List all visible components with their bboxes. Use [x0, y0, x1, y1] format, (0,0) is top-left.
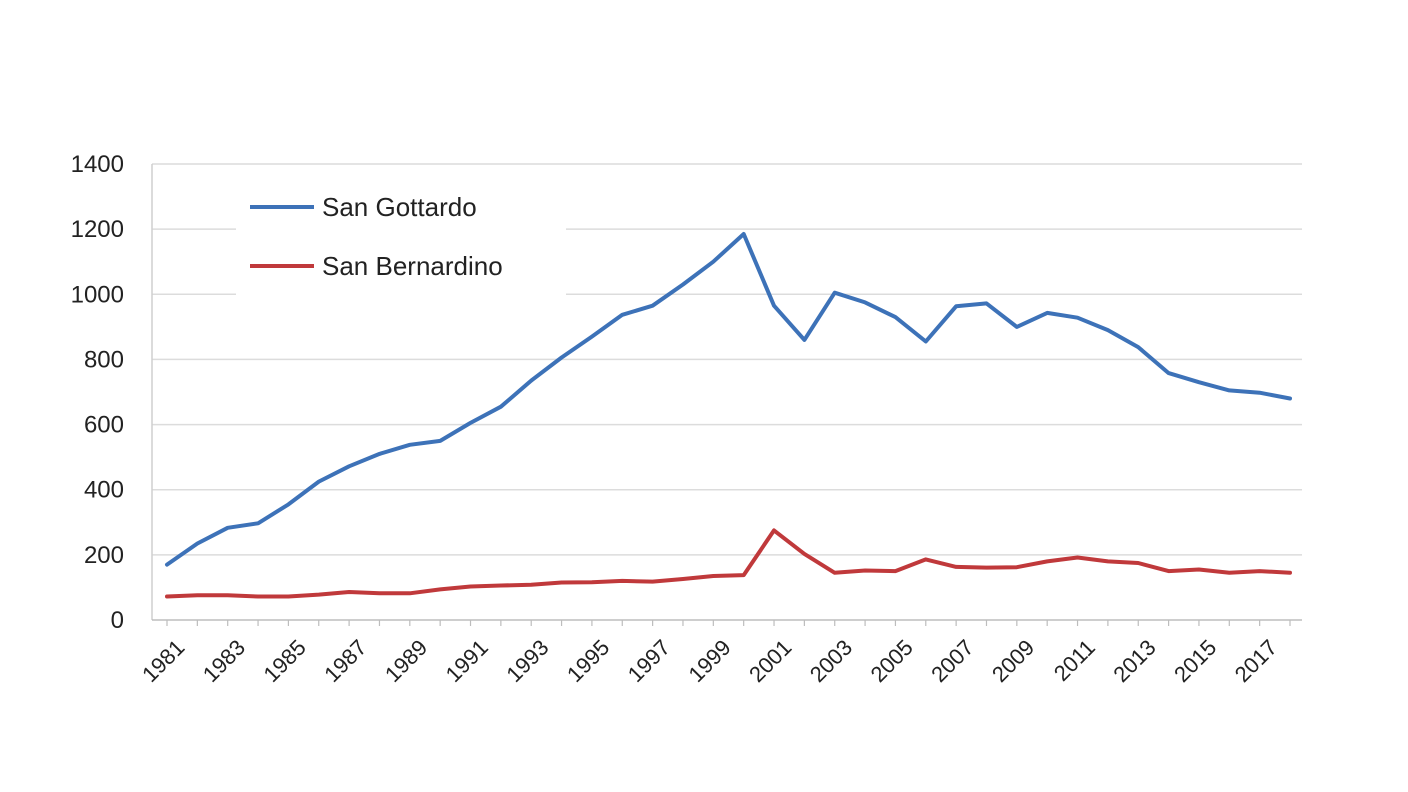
legend-label-0: San Gottardo: [322, 192, 477, 222]
x-tick-label: 1987: [319, 635, 371, 687]
x-tick-label: 2005: [866, 635, 918, 687]
x-tick-label: 1981: [137, 635, 189, 687]
x-tick-label: 2001: [744, 635, 796, 687]
x-tick-label: 1983: [198, 635, 250, 687]
y-tick-label: 1000: [71, 281, 124, 308]
x-tick-label: 2011: [1049, 635, 1100, 686]
x-tick-label: 2013: [1108, 635, 1160, 687]
series-line-1: [165, 528, 1292, 599]
y-tick-label: 1200: [71, 216, 124, 243]
legend-box: [236, 176, 566, 296]
legend: San Gottardo San Bernardino: [250, 192, 503, 281]
x-tick-label: 1997: [623, 635, 675, 687]
series-lines: [165, 232, 1292, 599]
x-tick-label: 1985: [259, 635, 311, 687]
y-tick-label: 800: [84, 346, 124, 373]
legend-label-1: San Bernardino: [322, 251, 503, 281]
series-line-0: [165, 232, 1292, 567]
y-tick-label: 600: [84, 412, 124, 439]
x-tick-label: 1995: [562, 635, 614, 687]
y-tick-label: 1400: [71, 151, 124, 178]
x-axis-ticks: 1981 1983 1985 1987 1989 1991 1993 1995 1997 1999…: [137, 620, 1291, 687]
x-tick-label: 2007: [926, 635, 978, 687]
x-tick-label: 2009: [987, 635, 1039, 687]
x-tick-label: 1991: [441, 635, 493, 687]
legend-background: [236, 176, 566, 296]
x-tick-label: 1993: [501, 635, 553, 687]
axes: [151, 164, 1302, 621]
y-tick-label: 400: [84, 477, 124, 504]
y-tick-label: 200: [84, 542, 124, 569]
x-tick-label: 2017: [1230, 635, 1282, 687]
y-axis-ticks: 0 200 400 600 800 1000 1200 1400: [71, 151, 124, 634]
y-tick-label: 0: [111, 607, 124, 634]
x-tick-label: 2015: [1169, 635, 1221, 687]
x-tick-label: 1999: [683, 635, 735, 687]
x-tick-label: 1989: [380, 635, 432, 687]
x-tick-label: 2003: [805, 635, 857, 687]
